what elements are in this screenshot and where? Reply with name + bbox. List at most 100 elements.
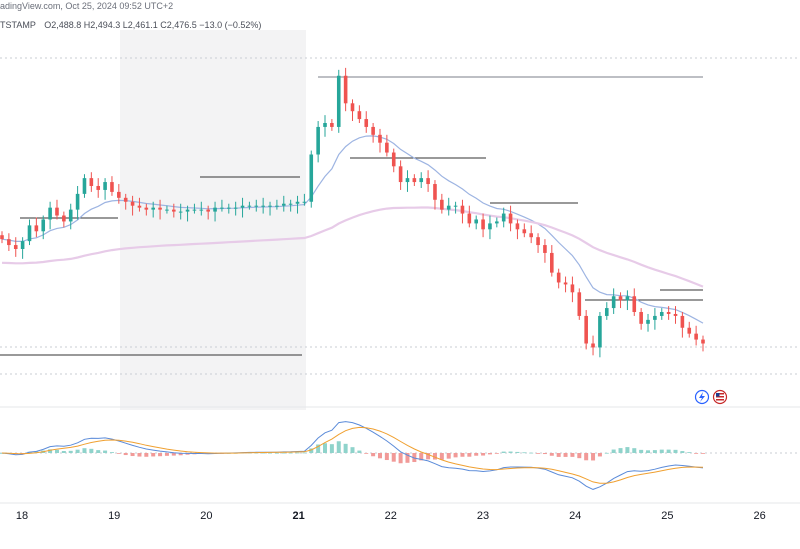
chart-header: adingView.com, Oct 25, 2024 09:52 UTC+2 [0, 0, 800, 14]
macd-histogram-bar [426, 453, 431, 460]
macd-histogram-bar [171, 453, 176, 456]
us-flag-icon[interactable] [712, 389, 728, 405]
macd-histogram-bar [48, 449, 53, 453]
macd-histogram-bar [522, 452, 527, 454]
candle-body [178, 211, 183, 213]
macd-histogram-bar [377, 453, 382, 459]
time-axis-label: 18 [16, 510, 28, 522]
symbol-line: TSTAMP O2,488.8 H2,494.3 L2,461.1 C2,476… [0, 20, 261, 30]
candle-body [117, 191, 121, 198]
candle-body [391, 152, 396, 167]
macd-histogram-bar [268, 452, 273, 454]
macd-histogram-bar [68, 450, 73, 453]
macd-histogram-bar [75, 449, 80, 453]
macd-line [1, 426, 704, 484]
macd-histogram-bar [316, 444, 321, 453]
candle-body [653, 315, 657, 320]
macd-histogram-bar [529, 452, 534, 454]
macd-histogram-bar [494, 453, 499, 454]
flash-icon[interactable] [694, 389, 710, 405]
candle-body [96, 186, 101, 190]
macd-histogram-bar [453, 453, 458, 458]
macd-histogram-bar [639, 449, 644, 453]
candle-body [137, 205, 142, 208]
macd-panel [0, 421, 705, 490]
macd-histogram-bar [158, 453, 163, 457]
candle-body [0, 235, 4, 240]
macd-histogram-bar [570, 453, 575, 457]
candle-body [268, 205, 272, 207]
candle-body [20, 241, 25, 249]
candle-body [694, 333, 698, 340]
candle-body [639, 312, 643, 324]
candle-body [536, 237, 540, 246]
macd-histogram-bar [666, 449, 671, 453]
macd-histogram-bar [61, 451, 66, 453]
candle-body [364, 119, 369, 127]
candle-body [529, 233, 533, 238]
candle-body [481, 219, 485, 230]
macd-histogram-bar [364, 453, 369, 454]
macd-histogram-bar [109, 452, 114, 453]
candle-body [68, 209, 73, 222]
macd-histogram-bar [618, 448, 623, 453]
candle-body [336, 75, 341, 127]
macd-histogram-bar [144, 453, 149, 457]
candle-body [659, 312, 664, 316]
candle-body [240, 205, 245, 208]
macd-histogram-bar [281, 452, 286, 454]
horizontal-levels [0, 76, 703, 356]
candle-body [563, 282, 568, 285]
time-axis-label: 19 [108, 510, 120, 522]
macd-histogram-bar [371, 453, 376, 457]
macd-histogram-bar [151, 453, 156, 457]
macd-histogram-bar [659, 449, 664, 453]
candle-body [89, 178, 94, 186]
candle-body [295, 201, 300, 204]
macd-histogram-bar [481, 453, 486, 456]
macd-histogram-bar [34, 451, 39, 453]
macd-histogram-bar [563, 453, 568, 457]
candle-body [378, 134, 382, 143]
candle-body [405, 178, 410, 183]
macd-histogram-bar [261, 452, 266, 454]
candle-body [75, 193, 80, 210]
macd-histogram-bar [323, 443, 328, 453]
macd-histogram-bar [515, 451, 520, 453]
candle-body [323, 123, 327, 127]
candle-body [398, 166, 403, 183]
candle-body [34, 225, 39, 232]
candle-body [82, 178, 87, 194]
macd-histogram-bar [343, 443, 348, 453]
macd-histogram-bar [405, 453, 410, 463]
time-axis-label: 22 [385, 510, 397, 522]
macd-histogram-bar [487, 453, 492, 455]
macd-histogram-bar [432, 453, 437, 460]
moving-average-line [1, 135, 704, 324]
macd-histogram-bar [680, 451, 685, 453]
macd-histogram-bar [130, 453, 135, 457]
macd-histogram-bar [178, 453, 183, 456]
watermark-line: adingView.com, Oct 25, 2024 09:52 UTC+2 [0, 1, 174, 11]
candle-body [687, 327, 692, 334]
candle-body [357, 111, 362, 120]
macd-histogram-bar [96, 450, 101, 453]
macd-histogram-bar [604, 452, 609, 454]
macd-histogram-bar [391, 453, 396, 462]
candle-body [110, 182, 114, 192]
candle-body [412, 178, 417, 183]
candle-body [158, 207, 162, 210]
candle-body [584, 315, 588, 344]
time-axis: 18 19 20 21 22 23 24 25 26 [16, 510, 766, 522]
candle-body [123, 197, 128, 202]
candle-body [165, 209, 169, 211]
macd-histogram-bar [329, 444, 334, 453]
candle-body [591, 343, 595, 348]
candle-body [220, 207, 224, 209]
candle-body [247, 205, 252, 207]
candle-body [281, 203, 286, 206]
macd-histogram-bar [467, 453, 472, 457]
macd-histogram-bar [103, 450, 108, 453]
candle-body [233, 207, 238, 209]
